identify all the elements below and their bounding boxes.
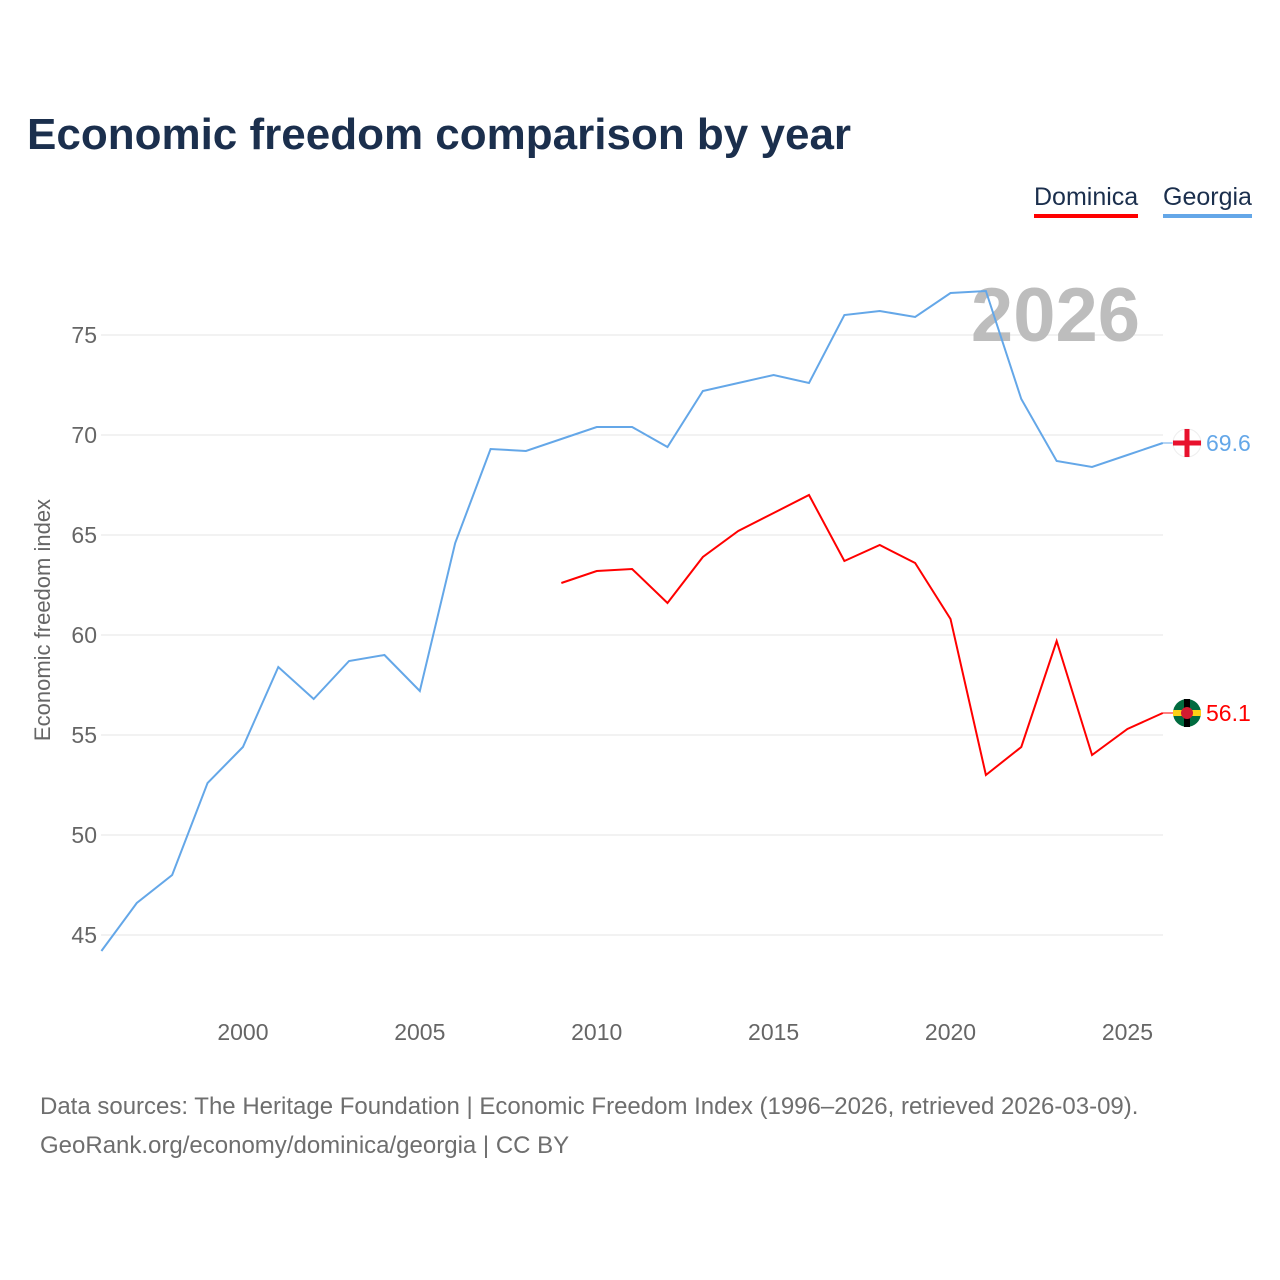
flag-cross xyxy=(1184,429,1190,457)
legend-dominica[interactable]: Dominica xyxy=(1034,183,1139,218)
y-tick-label: 75 xyxy=(71,322,97,348)
x-tick-label: 2005 xyxy=(394,1019,445,1045)
y-tick-label: 65 xyxy=(71,522,97,548)
end-value-label: 56.1 xyxy=(1206,700,1251,726)
x-tick-label: 2015 xyxy=(748,1019,799,1045)
source-link[interactable]: GeoRank.org/economy/dominica/georgia | C… xyxy=(40,1132,570,1159)
end-value-label: 69.6 xyxy=(1206,430,1251,456)
series-line-dominica xyxy=(561,493,1164,777)
y-axis-label: Economic freedom index xyxy=(30,499,55,741)
x-tick-label: 2020 xyxy=(925,1019,976,1045)
y-tick-label: 50 xyxy=(71,822,97,848)
flag-disc xyxy=(1181,707,1193,719)
x-tick-label: 2025 xyxy=(1102,1019,1153,1045)
y-tick-label: 70 xyxy=(71,422,97,448)
x-tick-label: 2000 xyxy=(217,1019,268,1045)
source-text: Data sources: The Heritage Foundation | … xyxy=(40,1093,1139,1120)
y-tick-label: 60 xyxy=(71,622,97,648)
chart-title: Economic freedom comparison by year xyxy=(27,110,852,159)
y-tick-label: 45 xyxy=(71,922,97,948)
y-tick-label: 55 xyxy=(71,722,97,748)
x-tick-label: 2010 xyxy=(571,1019,622,1045)
footer: Data sources: The Heritage Foundation | … xyxy=(40,1087,1138,1165)
series-line-georgia xyxy=(100,289,1164,952)
legend-georgia[interactable]: Georgia xyxy=(1163,183,1252,218)
year-watermark: 2026 xyxy=(971,273,1140,358)
